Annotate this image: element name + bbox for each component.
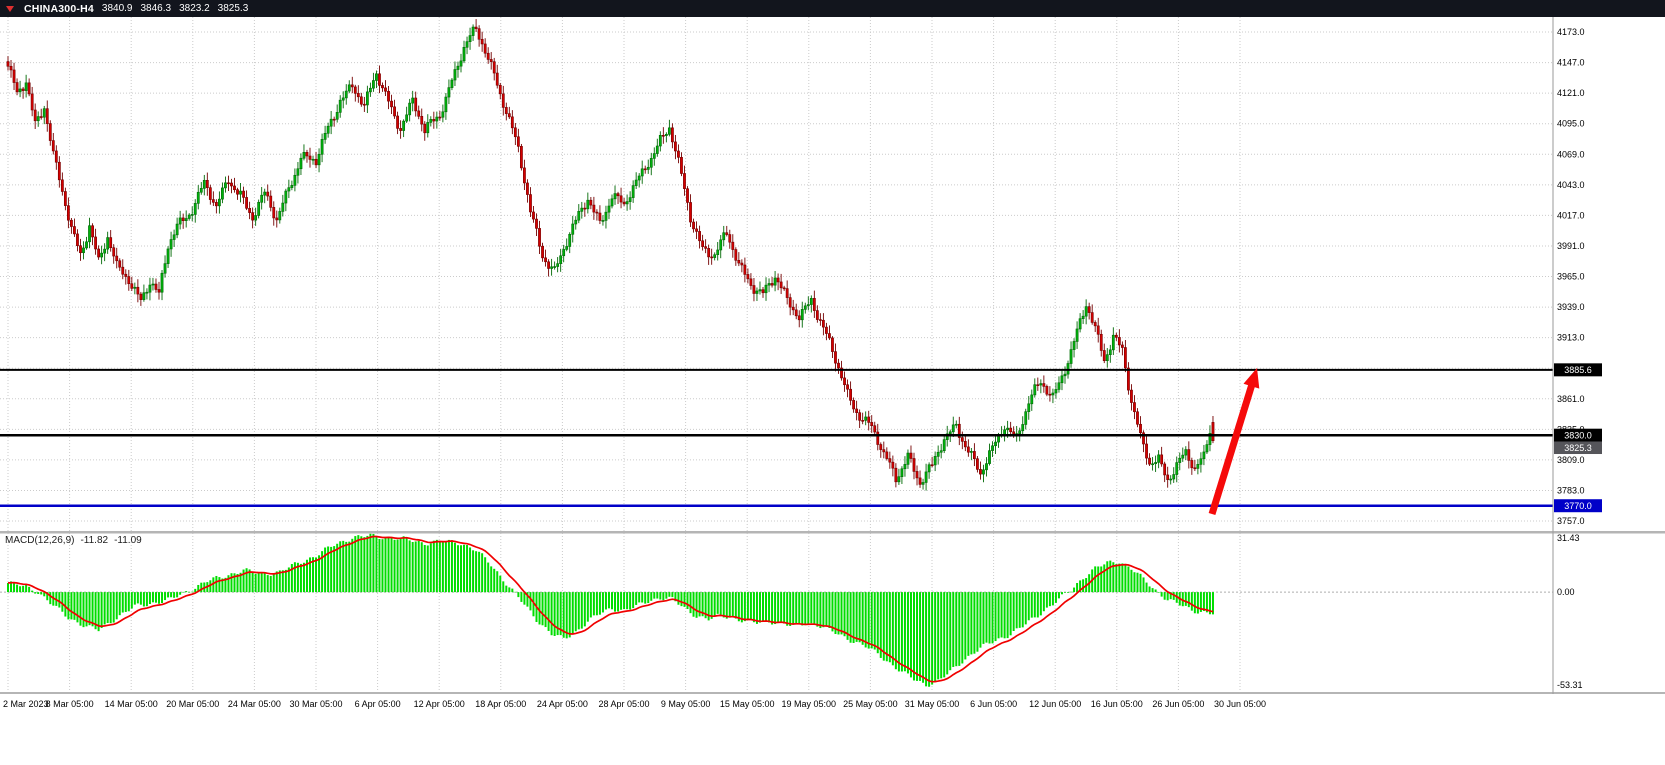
- time-tick-label: 12 Apr 05:00: [414, 699, 465, 709]
- panel-splitter[interactable]: [0, 531, 1665, 534]
- price-tick-label: 3913.0: [1557, 333, 1585, 343]
- time-tick-label: 16 Jun 05:00: [1091, 699, 1143, 709]
- time-tick-label: 2 Mar 2023: [3, 699, 49, 709]
- time-tick-label: 26 Jun 05:00: [1152, 699, 1204, 709]
- price-tick-label: 3939.0: [1557, 302, 1585, 312]
- time-tick-label: 15 May 05:00: [720, 699, 775, 709]
- macd-histogram: [7, 533, 1214, 687]
- price-tick-label: 3991.0: [1557, 241, 1585, 251]
- indicator-macd-value: -11.82: [80, 535, 109, 546]
- indicator-label: MACD(12,26,9) -11.82 -11.09: [5, 535, 142, 546]
- price-badges: 3885.6 3830.0 3770.0 3825.3: [1554, 363, 1602, 513]
- time-tick-label: 24 Mar 05:00: [228, 699, 281, 709]
- symbol-name: CHINA300-H4: [24, 2, 94, 15]
- time-tick-label: 9 May 05:00: [661, 699, 711, 709]
- macd-signal-line: [7, 535, 1214, 683]
- chart-titlebar: CHINA300-H4 3840.9 3846.3 3823.2 3825.3: [0, 0, 1665, 17]
- macd-scale[interactable]: 31.43 0.00 -53.31: [1557, 533, 1583, 690]
- price-tick-label: 4069.0: [1557, 149, 1585, 159]
- price-level-badge-label: 3885.6: [1564, 365, 1592, 375]
- ohlc-high: 3846.3: [140, 3, 172, 14]
- time-tick-label: 31 May 05:00: [905, 699, 960, 709]
- price-level-badge-label: 3830.0: [1564, 430, 1592, 440]
- price-level-badge: [1554, 363, 1602, 377]
- time-tick-label: 6 Jun 05:00: [970, 699, 1017, 709]
- price-tick-label: 3965.0: [1557, 272, 1585, 282]
- price-level-badge-label: 3770.0: [1564, 501, 1592, 511]
- ohlc-close: 3825.3: [217, 3, 249, 14]
- price-tick-label: 3783.0: [1557, 485, 1585, 495]
- price-level-badge: [1554, 428, 1602, 442]
- time-tick-label: 28 Apr 05:00: [598, 699, 649, 709]
- price-tick-label: 4043.0: [1557, 180, 1585, 190]
- time-tick-label: 12 Jun 05:00: [1029, 699, 1081, 709]
- time-tick-label: 20 Mar 05:00: [166, 699, 219, 709]
- time-tick-label: 6 Apr 05:00: [355, 699, 401, 709]
- indicator-name: MACD(12,26,9): [5, 535, 75, 546]
- symbol-icon: [6, 5, 14, 12]
- price-tick-label: 3861.0: [1557, 394, 1585, 404]
- price-tick-label: 4121.0: [1557, 88, 1585, 98]
- macd-tick-label: 31.43: [1557, 533, 1580, 543]
- price-tick-label: 3809.0: [1557, 455, 1585, 465]
- price-level-badge: [1554, 499, 1602, 513]
- time-tick-label: 19 May 05:00: [782, 699, 837, 709]
- horizontal-levels[interactable]: [0, 368, 1553, 507]
- indicator-signal-value: -11.09: [114, 535, 142, 546]
- macd-tick-label: 0.00: [1557, 587, 1575, 597]
- price-tick-label: 3757.0: [1557, 516, 1585, 526]
- macd-tick-label: -53.31: [1557, 680, 1583, 690]
- trend-arrow[interactable]: [1208, 368, 1260, 516]
- price-tick-label: 4147.0: [1557, 58, 1585, 68]
- time-tick-label: 30 Jun 05:00: [1214, 699, 1266, 709]
- time-tick-label: 18 Apr 05:00: [475, 699, 526, 709]
- time-tick-label: 24 Apr 05:00: [537, 699, 588, 709]
- last-price-badge-label: 3825.3: [1564, 443, 1592, 453]
- time-tick-label: 30 Mar 05:00: [289, 699, 342, 709]
- panel-splitter[interactable]: [0, 692, 1665, 694]
- candles: [6, 19, 1215, 491]
- time-tick-label: 14 Mar 05:00: [105, 699, 158, 709]
- price-tick-label: 4173.0: [1557, 27, 1585, 37]
- time-tick-label: 25 May 05:00: [843, 699, 898, 709]
- time-tick-label: 8 Mar 05:00: [46, 699, 94, 709]
- price-scale[interactable]: 4173.0 4147.0 4121.0 4095.0 4069.0 4043.0 4017…: [1557, 27, 1585, 526]
- last-price-badge: [1554, 441, 1602, 455]
- price-tick-label: 4095.0: [1557, 119, 1585, 129]
- ohlc-low: 3823.2: [179, 3, 210, 14]
- price-tick-label: 4017.0: [1557, 210, 1585, 220]
- ohlc-open: 3840.9: [101, 3, 133, 14]
